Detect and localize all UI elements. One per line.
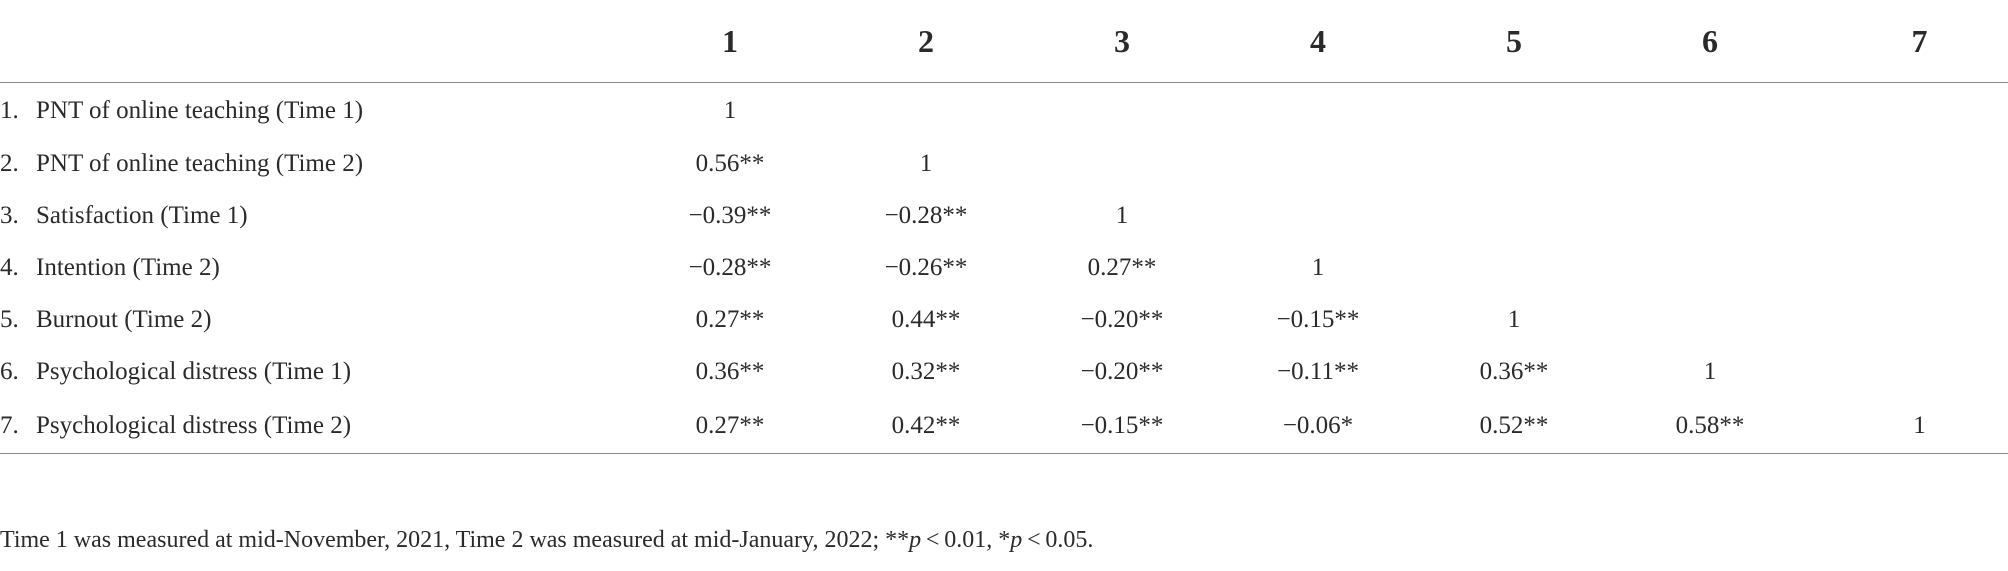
correlation-cell [1439,83,1589,139]
correlation-cell: −0.15** [1276,306,1360,333]
correlation-cell: 0.32** [891,358,961,385]
correlation-cell [1831,83,2008,139]
correlation-cell: 0.52** [1439,398,1589,454]
row-variable-name: PNT of online teaching (Time 2) [36,150,364,177]
column-header-4: 4 [1197,0,1439,83]
table-row: 1. PNT of online teaching (Time 1) 1 [0,83,2008,139]
correlation-cell: 0.27** [655,398,805,454]
table-row: 5. Burnout (Time 2) 0.27** 0.44** −0.20** −0.… [0,294,2008,346]
row-number: 1. [0,96,19,124]
table-row: 2. PNT of online teaching (Time 2) 0.56** 1 [0,138,2008,190]
row-label: 4. Intention (Time 2) [0,242,655,294]
column-header-6: 6 [1589,0,1831,83]
table-body: 1. PNT of online teaching (Time 1) 1 2. PNT … [0,83,2008,454]
correlation-cell [1439,138,1589,190]
row-variable-name: Burnout (Time 2) [36,306,212,333]
correlation-cell [1439,242,1589,294]
row-number: 3. [0,202,19,229]
table-row: 3. Satisfaction (Time 1) −0.39** −0.28** 1 [0,190,2008,242]
correlation-cell: −0.06* [1197,398,1439,454]
correlation-cell [1197,190,1439,242]
correlation-cell: 1 [723,96,737,124]
column-header-5: 5 [1439,0,1589,83]
footnote-text-2: < 0.01, * [921,527,1011,553]
correlation-cell: 1 [1703,358,1717,385]
correlation-cell: −0.11** [1277,358,1359,385]
row-variable-name: Satisfaction (Time 1) [36,202,248,229]
table-footnote: Time 1 was measured at mid-November, 202… [0,527,1093,554]
row-label: 1. PNT of online teaching (Time 1) [0,83,655,139]
correlation-cell: 0.27** [1087,254,1157,281]
footnote-p-symbol: p [909,527,922,553]
correlation-cell [1589,138,1831,190]
row-variable-name: Intention (Time 2) [36,254,220,281]
row-label: 2. PNT of online teaching (Time 2) [0,138,655,190]
correlation-cell: 0.27** [695,306,765,333]
correlation-cell [1831,346,2008,398]
table-row: 4. Intention (Time 2) −0.28** −0.26** 0.27**… [0,242,2008,294]
table-row: 6. Psychological distress (Time 1) 0.36** 0… [0,346,2008,398]
row-number: 5. [0,306,19,333]
correlation-cell: −0.15** [1047,398,1197,454]
row-number: 4. [0,254,19,281]
column-header-1: 1 [655,0,805,83]
correlation-cell [805,83,1047,139]
correlation-cell: 0.58** [1589,398,1831,454]
table-row: 7. Psychological distress (Time 2) 0.27** 0… [0,398,2008,454]
correlation-cell [1589,83,1831,139]
footnote-p-symbol: p [1010,527,1023,553]
correlation-cell: 0.44** [891,306,961,333]
row-number: 6. [0,358,19,385]
row-label: 3. Satisfaction (Time 1) [0,190,655,242]
correlation-cell [1831,242,2008,294]
correlation-cell: −0.20** [1080,306,1164,333]
correlation-cell [1439,190,1589,242]
correlation-cell [1589,242,1831,294]
row-number: 7. [0,411,19,439]
correlation-cell [1589,190,1831,242]
correlation-cell: 1 [1311,254,1325,281]
correlation-cell [1047,83,1197,139]
row-variable-name: Psychological distress (Time 2) [36,411,352,439]
row-label: 7. Psychological distress (Time 2) [0,398,655,454]
correlation-cell [1047,138,1197,190]
correlation-cell: 1 [1115,202,1129,229]
correlation-cell: 1 [1507,306,1521,333]
footnote-text-1: Time 1 was measured at mid-November, 202… [0,527,910,553]
correlation-cell: 0.36** [695,358,765,385]
correlation-cell: −0.28** [884,202,968,229]
correlation-cell: −0.39** [688,202,772,229]
correlation-cell [1831,138,2008,190]
correlation-cell: 0.42** [805,398,1047,454]
row-number: 2. [0,150,19,177]
correlation-cell [1831,190,2008,242]
correlation-cell: 1 [1831,398,2008,454]
footnote-text-3: < 0.05. [1022,527,1094,553]
column-header-3: 3 [1047,0,1197,83]
correlation-cell: −0.28** [688,254,772,281]
correlation-cell [1197,83,1439,139]
correlation-cell: 0.56** [695,150,765,177]
correlation-cell: 0.36** [1479,358,1549,385]
row-label: 6. Psychological distress (Time 1) [0,346,655,398]
correlation-cell [1589,294,1831,346]
column-header-7: 7 [1831,0,2008,83]
correlation-cell [1831,294,2008,346]
correlation-cell [1197,138,1439,190]
column-header-2: 2 [805,0,1047,83]
row-variable-name: PNT of online teaching (Time 1) [36,96,364,124]
correlation-cell: −0.26** [884,254,968,281]
correlation-cell: 1 [919,150,933,177]
row-label: 5. Burnout (Time 2) [0,294,655,346]
header-label-cell [0,0,655,83]
correlation-cell: −0.20** [1080,358,1164,385]
row-variable-name: Psychological distress (Time 1) [36,358,352,385]
